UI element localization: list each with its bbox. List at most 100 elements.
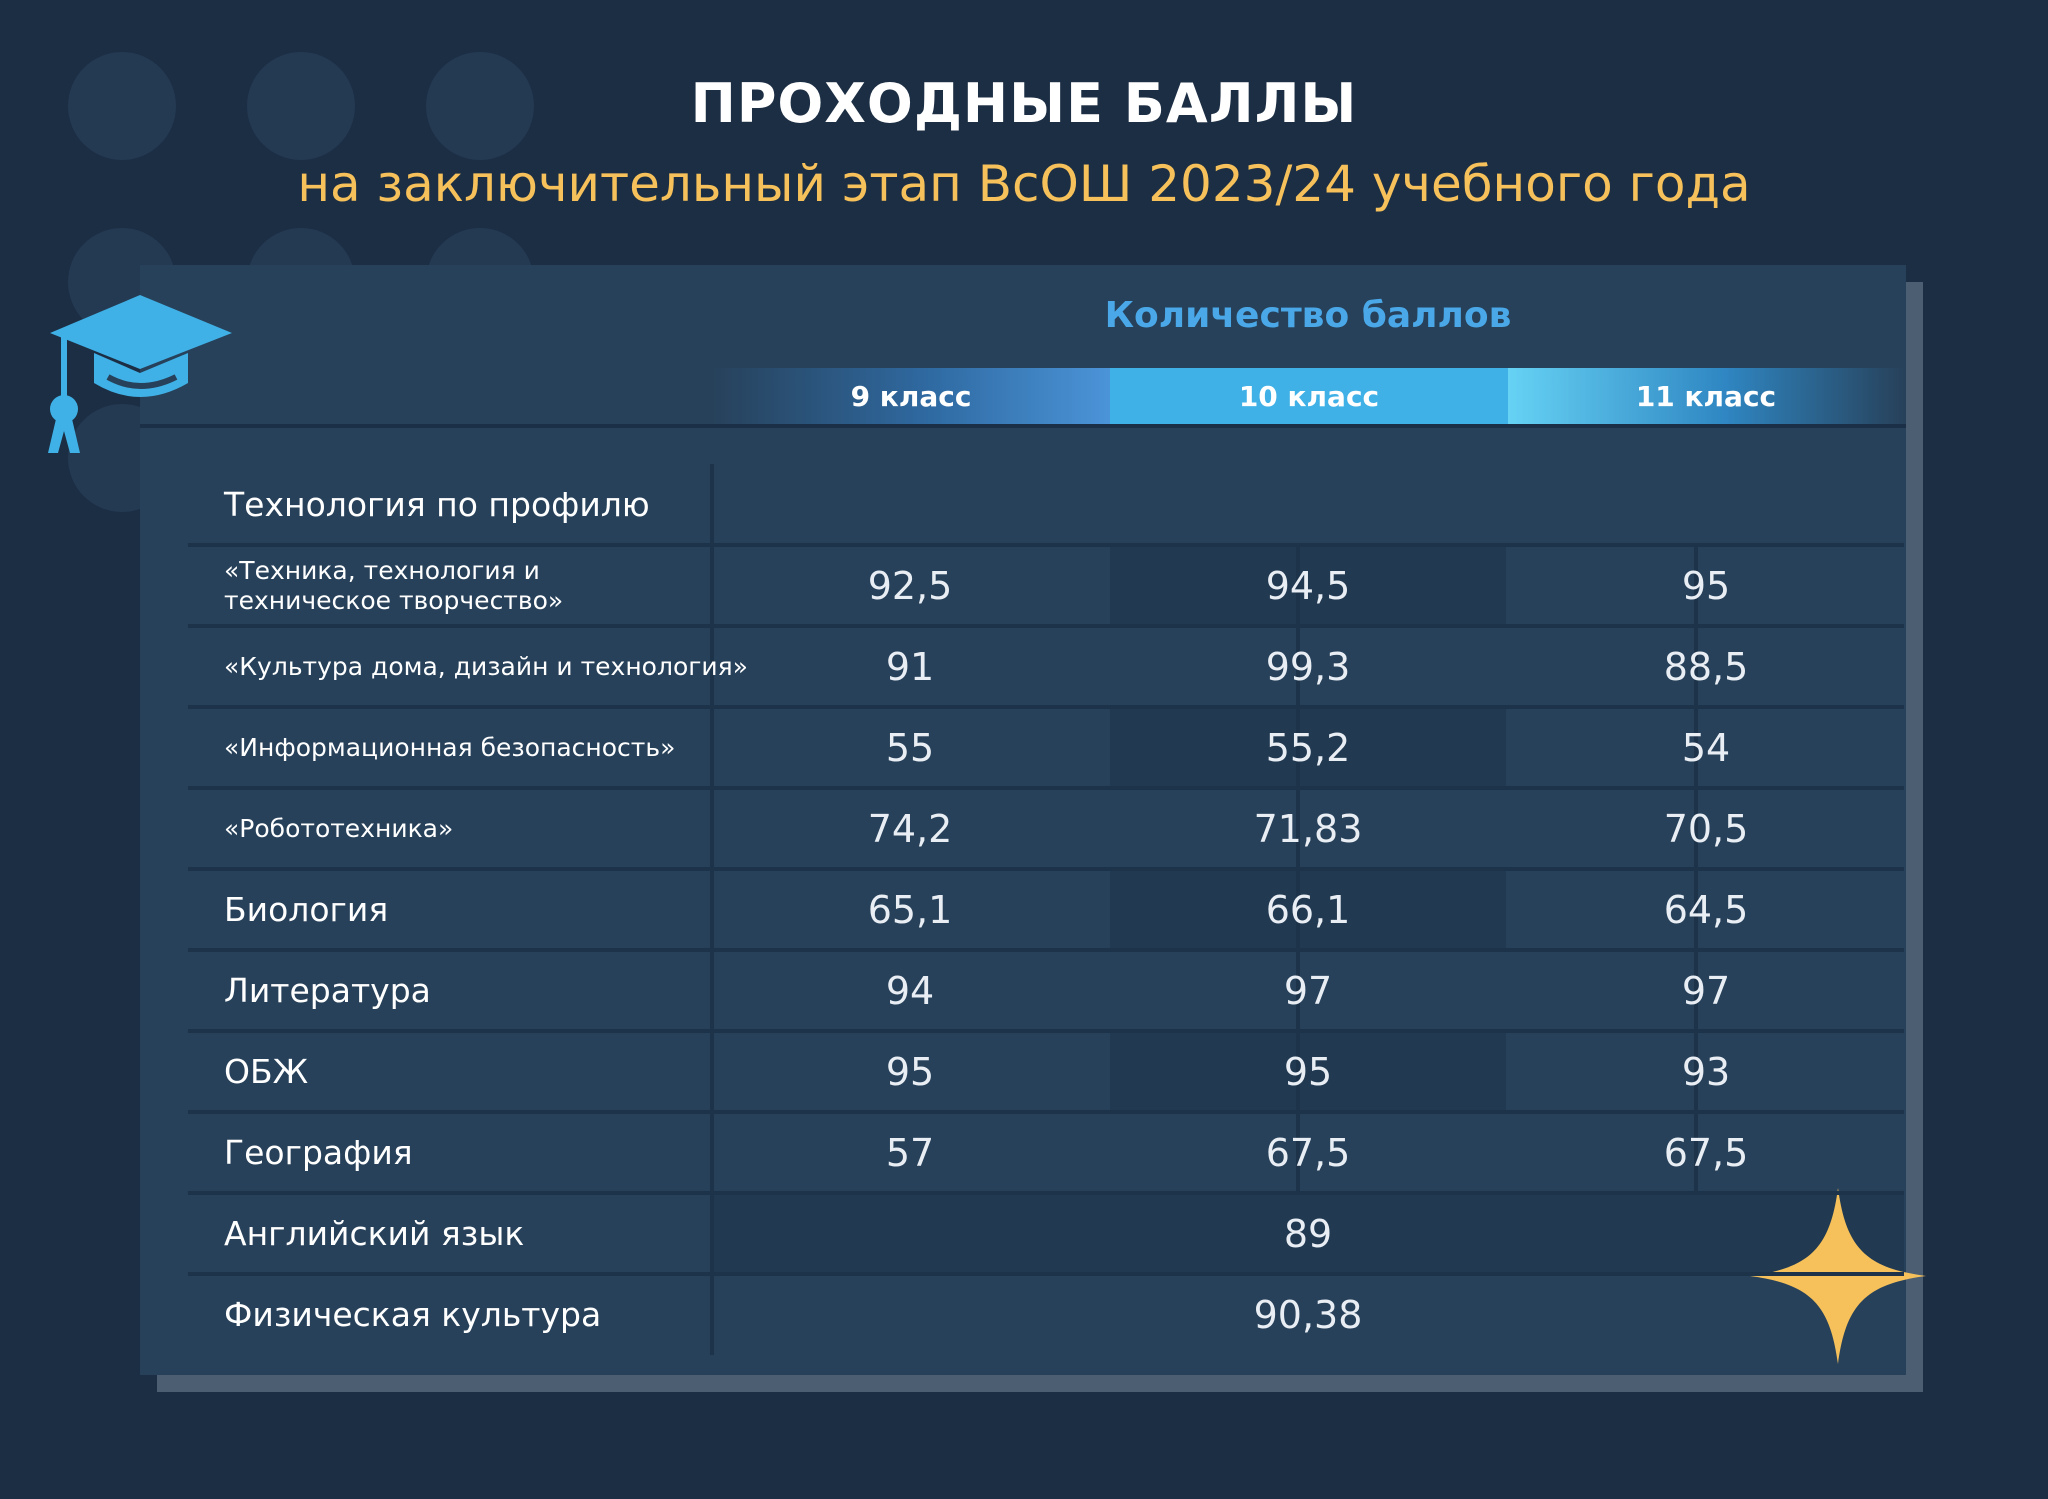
table-row-section: Технология по профилю [188,464,1904,547]
score-cell-9: 57 [885,1130,935,1175]
column-divider [710,788,714,869]
score-cell-11: 93 [1681,1049,1731,1094]
subject-label: Литература [224,971,431,1010]
table-row: Биология 65,1 66,1 64,5 [188,869,1904,952]
row-divider [188,705,1904,709]
table-row: ОБЖ 95 95 93 [188,1031,1904,1114]
subject-label: География [224,1133,413,1172]
page-title: ПРОХОДНЫЕ БАЛЛЫ [690,72,1358,135]
column-divider [710,545,714,626]
table-row: «Информационная безопасность» 55 55,2 54 [188,707,1904,790]
column-divider [1296,869,1300,950]
column-divider [1694,1112,1698,1193]
row-divider [188,624,1904,628]
column-divider [1296,1031,1300,1112]
column-divider [1694,869,1698,950]
table-row: География 57 67,5 67,5 [188,1112,1904,1195]
subject-label: «Робототехника» [224,813,454,843]
score-cell-11: 95 [1681,563,1731,608]
cell-bg [1110,1031,1506,1112]
score-cell-10: 97 [1283,968,1333,1013]
column-divider [1694,788,1698,869]
column-divider [1296,545,1300,626]
column-divider [1694,1031,1698,1112]
score-cell-10: 67,5 [1265,1130,1351,1175]
cell-bg [1110,545,1506,626]
score-cell-11: 88,5 [1663,644,1749,689]
decorative-dot [68,52,176,160]
column-divider [710,1031,714,1112]
decorative-dot [426,52,534,160]
column-divider [710,707,714,788]
table-row: Физическая культура 90,38 [188,1274,1904,1355]
score-cell-11: 64,5 [1663,887,1749,932]
cell-bg [1110,869,1506,950]
score-cell-all: 90,38 [1253,1292,1363,1337]
score-cell-11: 67,5 [1663,1130,1749,1175]
column-divider [710,1193,714,1274]
decorative-dot [247,52,355,160]
column-divider [1694,950,1698,1031]
row-divider [188,1110,1904,1114]
subject-label: «Информационная безопасность» [224,732,676,762]
column-divider [1296,788,1300,869]
column-divider [1694,626,1698,707]
row-divider [188,948,1904,952]
row-divider [188,1029,1904,1033]
score-cell-10: 71,83 [1253,806,1363,851]
score-cell-9: 55 [885,725,935,770]
score-cell-11: 70,5 [1663,806,1749,851]
scores-table: Технология по профилю «Техника, технолог… [188,464,1904,1355]
score-cell-9: 91 [885,644,935,689]
cell-bg [1110,707,1506,788]
score-cell-9: 92,5 [867,563,953,608]
subject-label: Биология [224,890,389,929]
subject-label: Физическая культура [224,1295,602,1334]
sparkle-star-icon [1750,1188,1926,1364]
subject-label: «Техника, технология и техническое творч… [224,555,564,615]
score-cell-9: 95 [885,1049,935,1094]
column-divider [710,1112,714,1193]
score-cell-11: 54 [1681,725,1731,770]
subject-label: ОБЖ [224,1052,309,1091]
score-cell-9: 74,2 [867,806,953,851]
column-divider [710,1274,714,1355]
score-cell-9: 65,1 [867,887,953,932]
grade-header-9: 9 класс [712,368,1110,426]
subject-label: «Культура дома, дизайн и технология» [224,651,748,681]
row-divider [188,786,1904,790]
column-divider [710,950,714,1031]
table-row: «Робототехника» 74,2 71,83 70,5 [188,788,1904,871]
grade-header-10: 10 класс [1110,368,1508,426]
header-divider [140,424,1906,428]
scores-header: Количество баллов [1104,295,1512,336]
score-cell-10: 94,5 [1265,563,1351,608]
score-cell-11: 97 [1681,968,1731,1013]
subject-label: Английский язык [224,1214,525,1253]
column-divider [1694,545,1698,626]
column-divider [1296,950,1300,1031]
score-cell-10: 99,3 [1265,644,1351,689]
score-cell-10: 55,2 [1265,725,1351,770]
column-divider [1296,707,1300,788]
score-cell-10: 95 [1283,1049,1333,1094]
scores-card [140,265,1906,1375]
row-divider [188,1272,1904,1276]
column-divider [710,869,714,950]
page-subtitle: на заключительный этап ВсОШ 2023/24 учеб… [297,155,1751,213]
row-divider [188,543,1904,547]
section-header: Технология по профилю [224,485,650,524]
table-row: Литература 94 97 97 [188,950,1904,1033]
row-divider [188,1191,1904,1195]
score-cell-10: 66,1 [1265,887,1351,932]
score-cell-9: 94 [885,968,935,1013]
table-row: Английский язык 89 [188,1193,1904,1276]
column-divider [710,626,714,707]
column-divider [1694,707,1698,788]
column-divider [710,464,714,545]
table-row: «Техника, технология и техническое творч… [188,545,1904,628]
cell-bg [712,1193,1904,1274]
score-cell-all: 89 [1283,1211,1333,1256]
row-divider [188,867,1904,871]
graduation-cap-icon [48,295,232,453]
